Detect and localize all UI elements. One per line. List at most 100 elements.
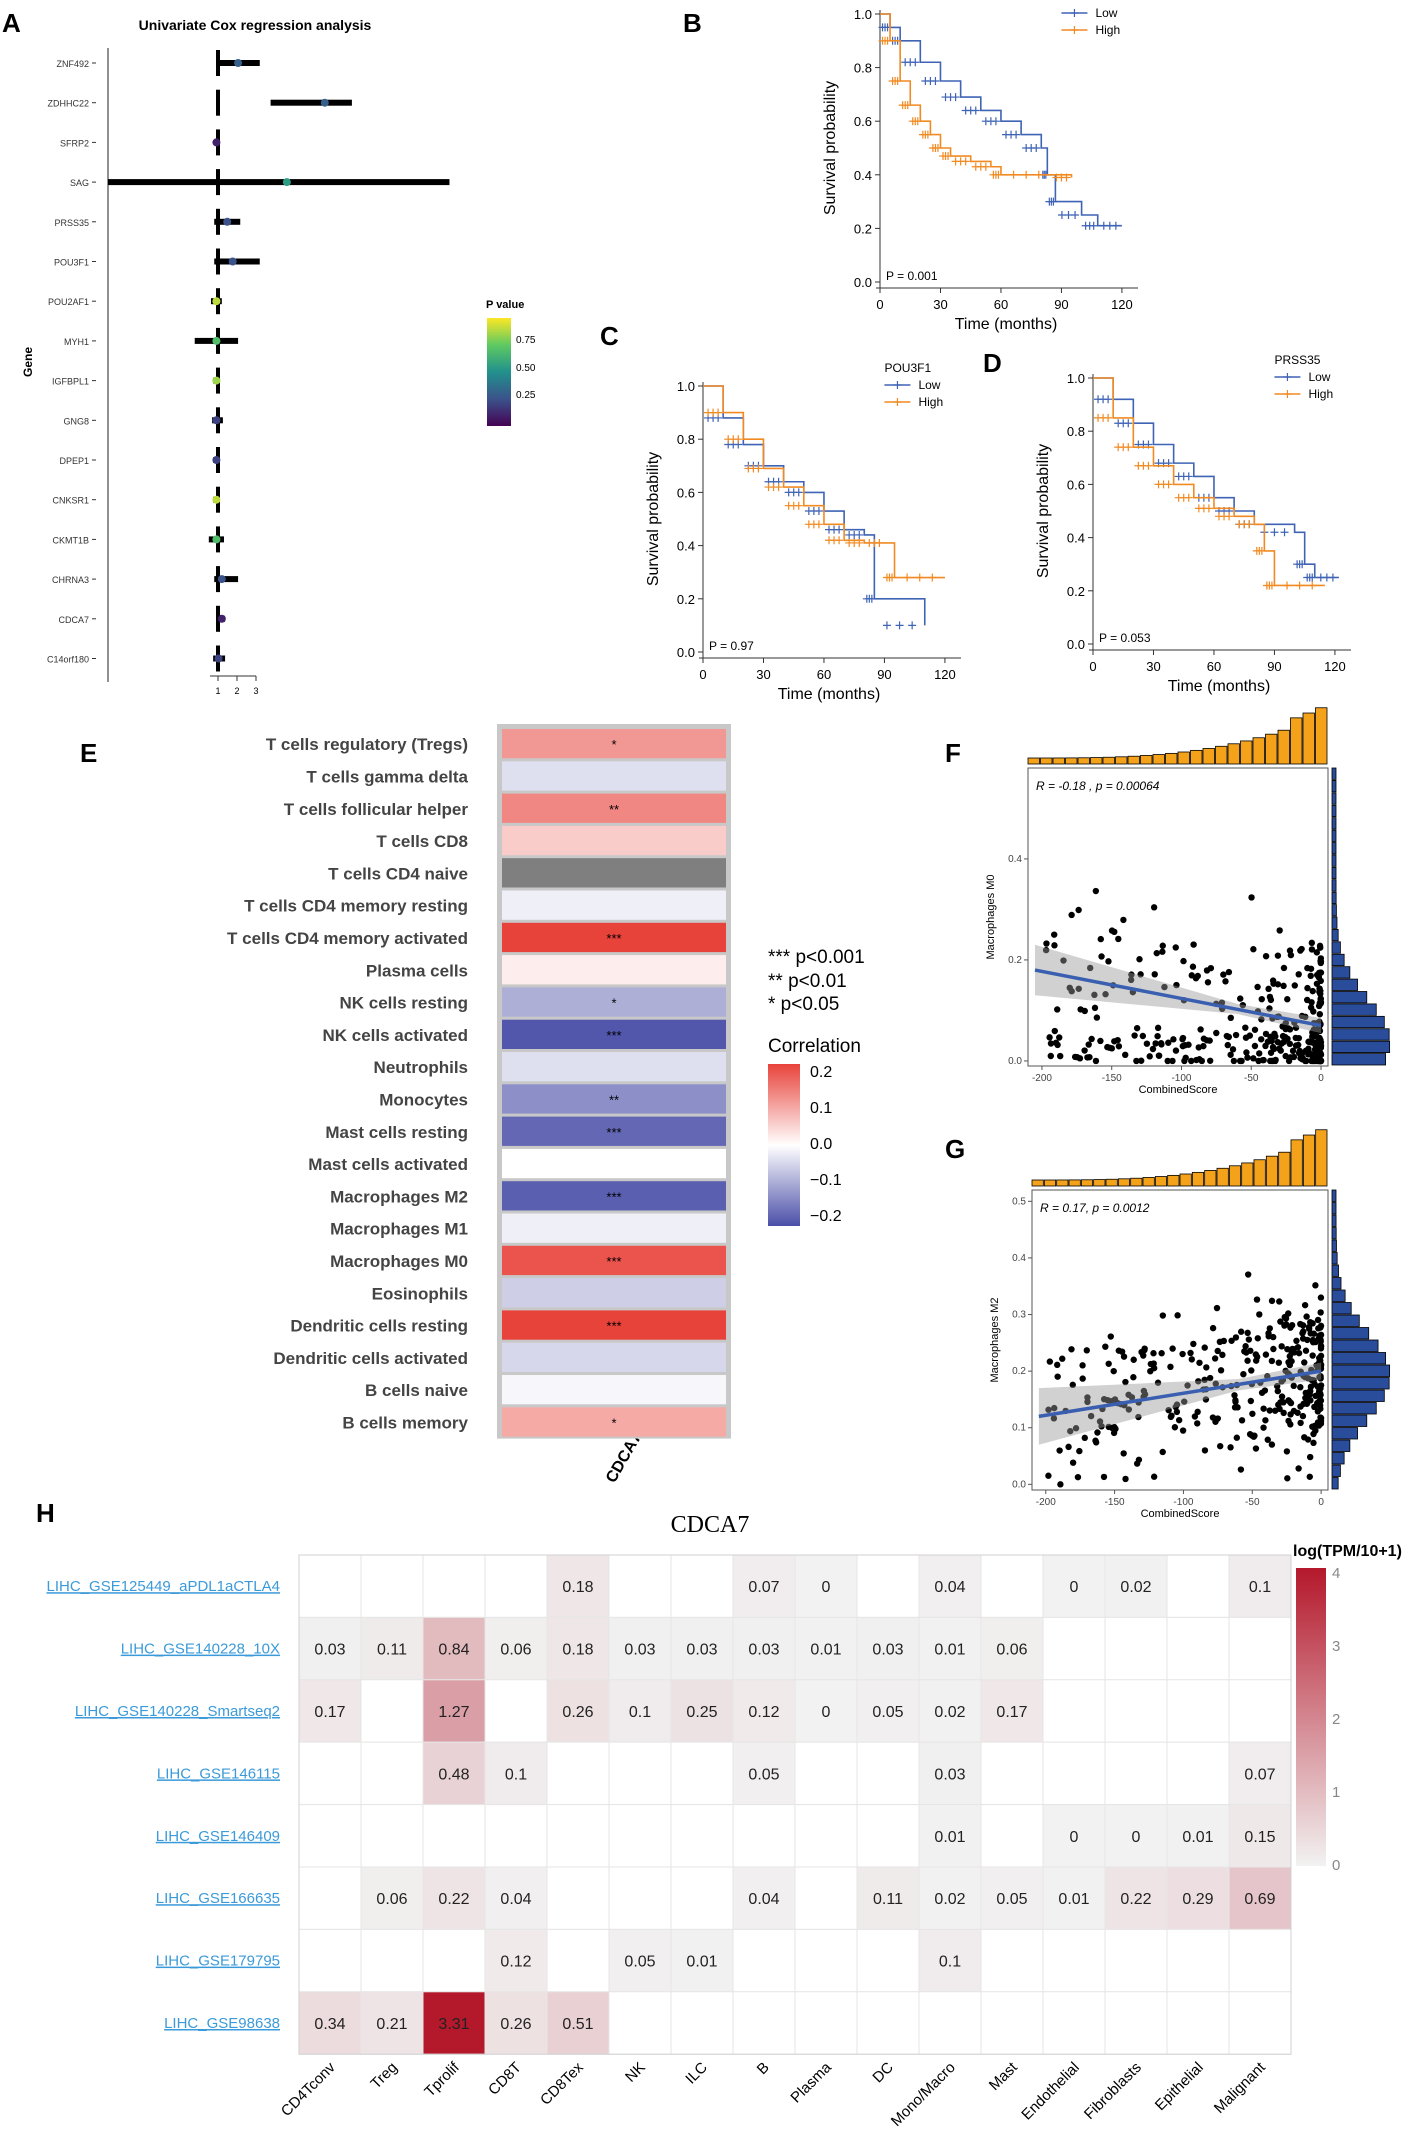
scatter-point: [1209, 1324, 1217, 1332]
scatter-point: [1140, 1352, 1147, 1359]
scatter-point: [1172, 1403, 1179, 1411]
scatter-point: [1242, 1024, 1249, 1031]
heatmap-h-column-label: Fibroblasts: [1081, 2059, 1145, 2123]
km-x-label: Time (months): [1168, 678, 1271, 695]
scatter-point: [1295, 971, 1302, 978]
heatmap-h-value: 0.17: [314, 1704, 345, 1721]
heatmap-h-cell: [1104, 1554, 1168, 1618]
heatmap-h-cell: [732, 1741, 796, 1806]
panel-label-e: E: [80, 738, 97, 768]
km-y-tick-label: 0.2: [854, 221, 872, 236]
forest-gene-label: GNG8: [63, 416, 89, 426]
scatter-point: [1284, 1475, 1291, 1482]
scatter-right-histogram-bar: [1331, 780, 1337, 793]
scatter-point: [1056, 1447, 1063, 1454]
heatmap-e-row-label: Macrophages M1: [330, 1220, 468, 1239]
scatter-point: [1256, 1050, 1263, 1057]
scatter-point: [1096, 1418, 1104, 1425]
km-y-tick-label: 0.4: [677, 539, 695, 554]
scatter-point: [1100, 1473, 1108, 1481]
km-censor-mark: [855, 530, 864, 539]
scatter-point: [1304, 984, 1311, 992]
scatter-plot-g: -200 -150 -100 -50 0 0.0 0.1 0.2 0.3 0.4 0.5 Combin…: [989, 1129, 1391, 1520]
km-legend-title: CDCA7: [1061, 0, 1102, 3]
scatter-point: [1297, 1403, 1304, 1410]
heatmap-h-value: 0.03: [624, 1642, 655, 1659]
heatmap-h-value: 0.03: [934, 1766, 965, 1783]
scatter-point: [1316, 942, 1324, 950]
scatter-x-tick-label: -50: [1244, 1073, 1259, 1084]
heatmap-h-cell: [1042, 1616, 1106, 1681]
scatter-right-histogram-bar: [1331, 1252, 1338, 1265]
forest-gene-label: CHRNA3: [52, 575, 89, 585]
scatter-point: [1274, 1038, 1281, 1046]
heatmap-h-cell: [422, 1554, 486, 1618]
scatter-point: [1137, 971, 1144, 978]
scatter-point: [1250, 946, 1257, 953]
heatmap-h-value: 0.05: [624, 1954, 655, 1971]
scatter-point: [1139, 1032, 1147, 1040]
km-legend-label: High: [1308, 387, 1333, 401]
scatter-point: [1125, 1406, 1133, 1413]
scatter-point: [1043, 940, 1050, 947]
heatmap-h-cell: [732, 1928, 796, 1993]
km-curve-high: [880, 13, 1073, 178]
scatter-point: [1280, 964, 1288, 972]
scatter-point: [1200, 1035, 1208, 1042]
heatmap-h-value: 0: [1070, 1579, 1079, 1596]
scatter-point: [1181, 1398, 1188, 1405]
km-censor-mark: [1009, 170, 1018, 179]
scatter-point: [1302, 1057, 1309, 1065]
forest-point: [212, 138, 221, 147]
scatter-point: [1120, 1353, 1128, 1360]
scatter-point: [1150, 904, 1158, 911]
scatter-point: [1308, 946, 1316, 953]
forest-point: [228, 257, 237, 266]
scatter-point: [1051, 1027, 1058, 1035]
scatter-point: [1302, 1013, 1309, 1021]
scatter-point: [1165, 1406, 1172, 1414]
heatmap-h-cell: [918, 1616, 982, 1681]
scatter-point: [1111, 928, 1118, 936]
tpm-tick: 4: [1332, 1565, 1340, 1582]
heatmap-e-cell: [502, 729, 726, 759]
scatter-point: [1083, 1347, 1090, 1354]
forest-point: [234, 59, 243, 67]
heatmap-h-cell: [298, 1866, 362, 1930]
scatter-point: [1316, 1010, 1324, 1018]
km-censor-mark: [835, 525, 844, 534]
km-x-tick-label: 60: [994, 297, 1008, 312]
heatmap-h-cell: [608, 1741, 672, 1806]
heatmap-e-cell: [502, 1342, 726, 1372]
heatmap-h-column-label: Endothelial: [1018, 2059, 1083, 2124]
forest-x-tick-label: 1: [215, 686, 220, 696]
scatter-point: [1317, 1309, 1324, 1316]
forest-point: [212, 416, 221, 425]
scatter-point: [1092, 1057, 1100, 1065]
scatter-point: [1230, 1057, 1238, 1065]
heatmap-e-row-label: T cells regulatory (Tregs): [266, 735, 468, 754]
scatter-top-histogram-bar: [1177, 751, 1190, 765]
scatter-point: [1195, 1378, 1202, 1385]
km-censor-mark: [1283, 581, 1292, 590]
heatmap-h-cell: [1042, 1928, 1106, 1993]
scatter-point: [1245, 1336, 1253, 1343]
km-y-tick-label: 0.2: [1067, 584, 1085, 599]
km-censor-mark: [883, 36, 892, 45]
scatter-point: [1297, 1419, 1304, 1427]
forest-point: [214, 654, 223, 663]
heatmap-h-cell: [546, 1804, 610, 1868]
scatter-right-histogram-bar: [1331, 1302, 1352, 1315]
scatter-point: [1227, 1444, 1234, 1451]
scatter-right-histogram-bar: [1331, 929, 1339, 942]
heatmap-h-cell: [298, 1804, 362, 1868]
km-censor-mark: [933, 144, 942, 152]
scatter-point: [1171, 1424, 1179, 1431]
scatter-point: [1060, 957, 1067, 964]
heatmap-h-cell: [670, 1554, 734, 1618]
heatmap-h-cell: [856, 1991, 920, 2055]
heatmap-h-cell: [298, 1741, 362, 1806]
scatter-point: [1313, 971, 1321, 979]
scatter-point: [1302, 1389, 1309, 1397]
dataset-link: LIHC_GSE140228_10X: [121, 1641, 280, 1658]
